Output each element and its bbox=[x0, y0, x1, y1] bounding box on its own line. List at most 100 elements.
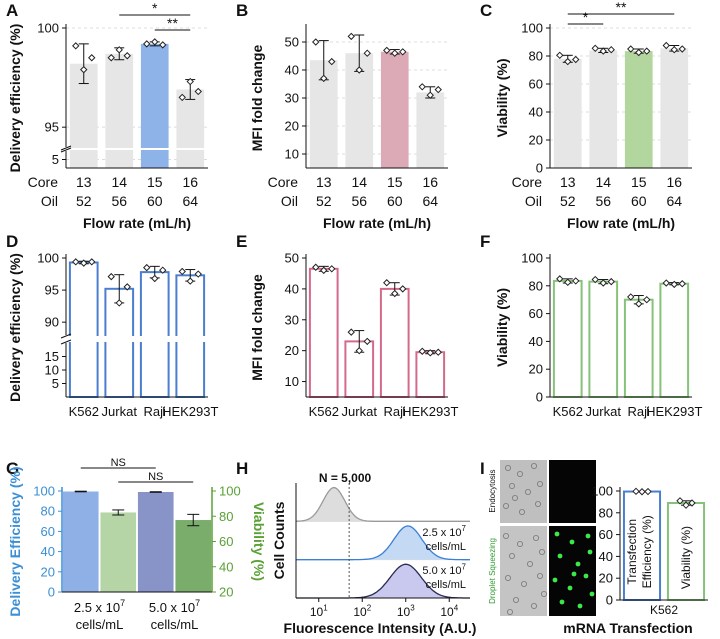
histogram-fill bbox=[296, 564, 470, 598]
gfp-cell bbox=[587, 549, 593, 555]
y-tick-label-left: 80 bbox=[41, 504, 55, 519]
y-axis-label-right: Viability (%) bbox=[251, 502, 267, 581]
data-point bbox=[320, 74, 328, 83]
data-point bbox=[678, 45, 686, 53]
data-point bbox=[662, 279, 670, 287]
bar bbox=[660, 48, 689, 168]
y-tick-label: 20 bbox=[529, 133, 543, 148]
image-label: Droplet Squeezing bbox=[488, 538, 497, 604]
group-label-base: 5.0 x 10 bbox=[149, 600, 195, 615]
y-tick-label: 80 bbox=[529, 278, 543, 293]
y-tick-label-right: 60 bbox=[219, 534, 233, 549]
microscopy-image-droplet-brightfield bbox=[500, 526, 547, 616]
data-point bbox=[355, 66, 363, 74]
x-tick-label: 14 bbox=[111, 174, 127, 190]
significance-label: * bbox=[583, 9, 589, 25]
bar-inner-label: Viability (%) bbox=[679, 526, 693, 589]
cell bbox=[533, 535, 540, 542]
x-tick-label-base: 10 bbox=[353, 605, 367, 619]
data-point bbox=[643, 47, 651, 55]
y-tick-label-left: 60 bbox=[41, 524, 55, 539]
data-point bbox=[572, 277, 580, 285]
x-tick-label: 64 bbox=[422, 193, 438, 209]
microscopy-image-endocytosis-fluorescence bbox=[549, 460, 596, 523]
gfp-cell bbox=[569, 539, 575, 545]
x-tick-label: 56 bbox=[595, 193, 611, 209]
data-point bbox=[678, 280, 686, 288]
y-tick-label: 100 bbox=[591, 484, 613, 499]
data-point bbox=[186, 77, 194, 86]
cell bbox=[504, 464, 511, 471]
data-point bbox=[635, 300, 643, 308]
y-axis-label: Cell Counts bbox=[271, 501, 287, 579]
x-axis-label: Flow rate (mL/h) bbox=[323, 215, 431, 231]
data-point bbox=[662, 41, 670, 50]
data-point bbox=[143, 40, 151, 48]
x-tick-label: 52 bbox=[76, 193, 92, 209]
x-tick-label: 52 bbox=[560, 193, 576, 209]
histogram-fill bbox=[296, 487, 470, 522]
y-tick-label-right: 20 bbox=[219, 585, 233, 600]
gfp-cell bbox=[557, 553, 563, 559]
x-tick-label: 52 bbox=[316, 193, 332, 209]
y-tick-label: 100 bbox=[37, 251, 59, 266]
data-point bbox=[88, 54, 96, 62]
y-axis-label-left: Delivery Efficiency (%) bbox=[7, 466, 23, 616]
data-point bbox=[151, 274, 159, 283]
cell bbox=[527, 561, 534, 568]
bar bbox=[176, 89, 205, 168]
group-label-line2: cells/mL bbox=[76, 617, 124, 632]
x-tick-label-exp: 3 bbox=[410, 604, 415, 613]
y-tick-label: 10 bbox=[45, 363, 59, 378]
image-label: Endocytosis bbox=[488, 469, 497, 512]
chart-title: N = 5,000 bbox=[319, 471, 372, 485]
x-tick-label: Raji bbox=[384, 404, 407, 419]
data-point bbox=[312, 38, 320, 46]
data-point bbox=[159, 266, 167, 274]
cell bbox=[531, 462, 538, 469]
gfp-cell bbox=[585, 533, 591, 539]
microscopy-image-droplet-fluorescence bbox=[549, 526, 596, 616]
x-tick-label: Raji bbox=[144, 404, 167, 419]
bar bbox=[100, 512, 137, 592]
x-tick-label: 101 bbox=[310, 604, 328, 619]
gfp-cell bbox=[559, 599, 565, 605]
cell bbox=[539, 549, 546, 556]
data-point bbox=[418, 83, 426, 91]
y-tick-label: 80 bbox=[529, 49, 543, 64]
y-tick-label: 40 bbox=[285, 63, 299, 78]
data-point bbox=[194, 270, 202, 278]
data-point bbox=[363, 337, 371, 346]
y-tick-label: 95 bbox=[45, 120, 59, 135]
data-point bbox=[591, 275, 599, 284]
data-point bbox=[151, 38, 159, 46]
bar bbox=[589, 50, 618, 168]
group-label-exp: 7 bbox=[120, 598, 125, 608]
cell bbox=[521, 581, 528, 588]
trace-label-exp: 7 bbox=[462, 524, 467, 533]
panel-letter-C: C bbox=[480, 1, 492, 20]
data-point bbox=[556, 51, 564, 60]
y-axis-label: Delivery efficiency (%) bbox=[7, 253, 23, 402]
y-tick-label-left: 100 bbox=[33, 484, 55, 499]
cell bbox=[517, 541, 524, 548]
panel-letter-A: A bbox=[6, 1, 18, 20]
x-tick-label: 15 bbox=[147, 174, 163, 190]
x-tick-label: 13 bbox=[560, 174, 576, 190]
x-tick-label: 60 bbox=[631, 193, 647, 209]
y-tick-label: 20 bbox=[285, 119, 299, 134]
significance-label: ** bbox=[167, 15, 178, 31]
bar-inner-label: Efficiency (%) bbox=[640, 515, 654, 588]
x-tick-label-exp: 2 bbox=[367, 604, 372, 613]
group-label: 5.0 x 107 bbox=[149, 598, 200, 615]
data-point bbox=[564, 278, 572, 287]
x-tick-label: 15 bbox=[387, 174, 403, 190]
x-tick-label: 14 bbox=[351, 174, 367, 190]
data-point bbox=[363, 49, 371, 57]
y-tick-label-right: 80 bbox=[219, 509, 233, 524]
data-point bbox=[115, 299, 123, 307]
y-tick-label: 100 bbox=[521, 21, 543, 36]
cell bbox=[504, 575, 511, 582]
data-point bbox=[676, 497, 684, 505]
cell bbox=[502, 533, 509, 540]
